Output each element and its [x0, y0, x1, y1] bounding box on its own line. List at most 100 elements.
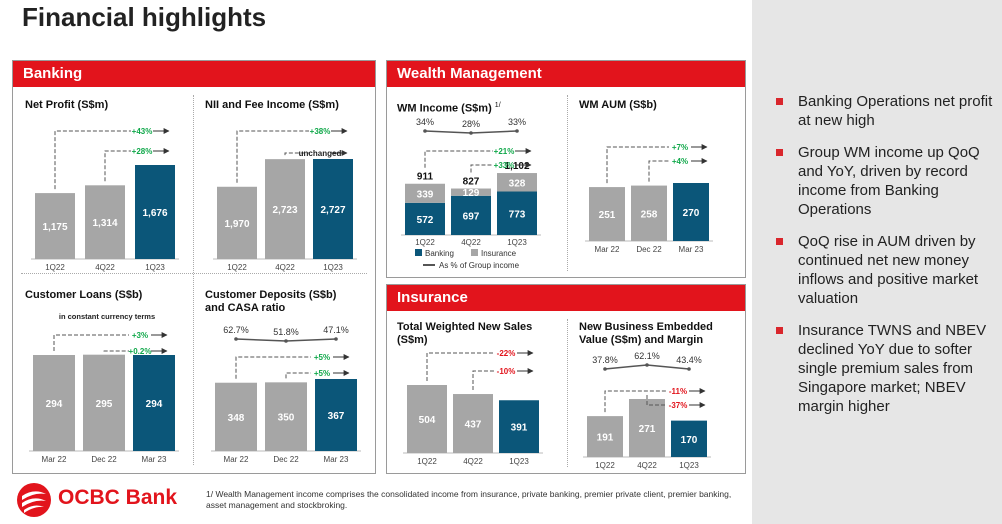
growth-annotation-outer-line [235, 356, 311, 379]
bar-1 [265, 159, 305, 259]
growth-annotation-inner-label: +28% [132, 147, 153, 156]
bullet-square-icon [776, 149, 783, 156]
bar-0 [217, 186, 257, 259]
bar-0 [587, 416, 623, 457]
growth-annotation-outer-label: -22% [497, 349, 516, 358]
bar-value-label: 1,676 [142, 208, 167, 219]
pct-group-label: 34% [416, 117, 434, 127]
x-tick-label: 1Q23 [509, 457, 529, 466]
bar-value-label: 348 [228, 413, 245, 424]
nbev-ratio-point [645, 363, 649, 367]
growth-annotation-inner-line [285, 372, 311, 379]
key-point-item: Banking Operations net profit at new hig… [774, 92, 996, 130]
wm-income-footnote-mark: 1/ [494, 102, 501, 109]
twns-title: Total Weighted New Sales (S$m) [397, 321, 532, 347]
x-tick-label: 4Q22 [637, 461, 657, 470]
growth-annotation-inner-label: +4% [672, 157, 688, 166]
key-point-text: Group WM income up QoQ and YoY, driven b… [798, 144, 980, 218]
nbev-ratio-label: 43.4% [676, 355, 702, 365]
insurance-value-label: 339 [417, 189, 434, 200]
wm-income-title-text: WM Income (S$m) [397, 102, 492, 115]
banking-value-label: 773 [509, 209, 526, 220]
bar-1 [453, 394, 493, 453]
twns-chart: 504 1Q22 437 4Q22 391 1Q23 -22% -10% [403, 349, 543, 466]
wealth-divider-vertical [567, 95, 568, 271]
bar-2 [671, 420, 707, 457]
growth-annotation-inner-line [284, 152, 309, 156]
bar-value-label: 2,723 [272, 205, 297, 216]
bar-value-label: 270 [683, 208, 700, 219]
bar-value-label: 294 [46, 399, 63, 410]
insurance-bar-2 [497, 173, 537, 192]
bar-value-label: 1,970 [224, 219, 249, 230]
sidebar: Banking Operations net profit at new hig… [752, 0, 1002, 524]
insurance-value-label: 129 [463, 188, 480, 199]
growth-annotation-inner-label: +5% [314, 369, 330, 378]
key-point-item: Insurance TWNS and NBEV declined YoY due… [774, 321, 996, 416]
growth-annotation-inner-line [470, 164, 493, 173]
growth-annotation-inner-label: +33% [494, 161, 515, 170]
growth-annotation-outer-label: +3% [132, 331, 148, 340]
nbev-title-line1: New Business Embedded [579, 321, 713, 333]
growth-annotation-inner-line [646, 395, 667, 406]
x-tick-label: 1Q23 [679, 461, 699, 470]
nbev-title: New Business Embedded Value (S$m) and Ma… [579, 321, 713, 347]
bar-2 [133, 355, 175, 451]
growth-annotation-outer-line [424, 150, 493, 168]
twns-title-line2: (S$m) [397, 334, 428, 346]
growth-annotation-outer-label: +21% [494, 147, 515, 156]
growth-annotation-inner-label: unchanged [299, 149, 342, 158]
banking-header: Banking [13, 61, 375, 87]
bar-value-label: 350 [278, 413, 295, 424]
insurance-header: Insurance [387, 285, 745, 311]
key-point-text: QoQ rise in AUM driven by continued net … [798, 233, 979, 307]
casa-ratio-point [334, 337, 338, 341]
insurance-divider-vertical [567, 319, 568, 467]
banking-bar-0 [405, 202, 445, 235]
growth-annotation-inner-label: +0.2% [129, 347, 152, 356]
key-point-text: Insurance TWNS and NBEV declined YoY due… [798, 322, 987, 415]
banking-value-label: 697 [463, 211, 480, 222]
bar-value-label: 1,175 [42, 222, 67, 233]
customer-loans-title: Customer Loans (S$b) [25, 289, 143, 301]
x-tick-label: Mar 23 [679, 245, 704, 254]
bar-value-label: 391 [511, 423, 528, 434]
banking-divider-horizontal [21, 273, 367, 274]
nbev-ratio-point [603, 367, 607, 371]
bar-0 [33, 355, 75, 451]
x-tick-label: 1Q22 [45, 263, 65, 272]
wealth-header: Wealth Management [387, 61, 745, 87]
x-tick-label: Dec 22 [91, 455, 117, 464]
growth-annotation-outer-label: +5% [314, 353, 330, 362]
bar-2 [673, 183, 709, 241]
x-tick-label: 4Q22 [95, 263, 115, 272]
net-profit-chart: 1,175 1Q22 1,314 4Q22 1,676 1Q23 +43% +28% [31, 127, 179, 272]
key-points-list: Banking Operations net profit at new hig… [774, 92, 996, 429]
bar-value-label: 295 [96, 399, 113, 410]
x-tick-label: Mar 22 [595, 245, 620, 254]
key-point-item: Group WM income up QoQ and YoY, driven b… [774, 143, 996, 219]
nii-fee-chart: 1,970 1Q22 2,723 4Q22 2,727 1Q23 +38% unchanged [213, 127, 357, 272]
customer-loans-chart: 294 Mar 22 295 Dec 22 294 Mar 23 +3% +0.2% in co… [29, 312, 179, 464]
x-tick-label: Mar 23 [324, 455, 349, 464]
x-tick-label: Mar 23 [142, 455, 167, 464]
customer-deposits-chart: 348 Mar 22 350 Dec 22 367 Mar 23 +5% +5% 62.7% 51… [211, 325, 361, 464]
growth-annotation-outer-line [236, 130, 309, 183]
x-tick-label: 1Q22 [227, 263, 247, 272]
bar-value-label: 251 [599, 210, 616, 221]
x-tick-label: 1Q22 [595, 461, 615, 470]
x-tick-label: 1Q22 [417, 457, 437, 466]
twns-title-line1: Total Weighted New Sales [397, 321, 533, 333]
nbev-ratio-label: 37.8% [592, 355, 618, 365]
casa-ratio-label: 47.1% [323, 325, 349, 335]
key-point-item: QoQ rise in AUM driven by continued net … [774, 232, 996, 308]
bullet-square-icon [776, 98, 783, 105]
growth-annotation-outer-line [604, 390, 667, 413]
nbev-title-line2: Value (S$m) and Margin [579, 334, 704, 346]
bar-value-label: 170 [681, 435, 698, 446]
x-tick-label: 1Q22 [415, 238, 435, 247]
bar-value-label: 504 [419, 415, 436, 426]
legend-banking-swatch [415, 249, 422, 256]
growth-annotation-inner-line [104, 150, 131, 182]
